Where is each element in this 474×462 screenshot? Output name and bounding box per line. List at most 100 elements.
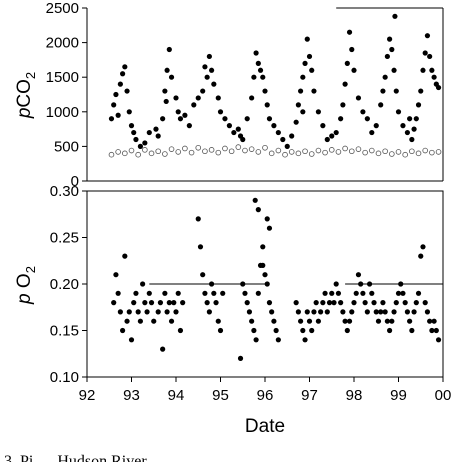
data-point xyxy=(131,300,137,306)
data-point xyxy=(211,290,217,296)
data-point xyxy=(418,88,424,94)
open-data-point xyxy=(175,149,182,155)
data-point xyxy=(298,88,304,94)
data-point xyxy=(311,88,317,94)
data-point xyxy=(404,129,410,136)
data-point xyxy=(393,300,399,306)
data-point xyxy=(360,290,366,296)
open-data-point xyxy=(168,146,175,152)
data-point xyxy=(209,281,215,287)
data-point xyxy=(380,88,386,94)
data-point xyxy=(173,95,179,101)
y-tick-label: 1500 xyxy=(46,69,79,86)
x-tick-label: 94 xyxy=(168,387,185,404)
data-point xyxy=(351,67,357,73)
data-point xyxy=(395,109,402,115)
data-point xyxy=(275,337,281,343)
open-data-point xyxy=(115,149,121,155)
data-point xyxy=(346,318,353,324)
data-point xyxy=(411,126,417,132)
open-data-point xyxy=(288,149,295,155)
data-point xyxy=(175,109,181,115)
data-point xyxy=(387,36,393,42)
data-point xyxy=(128,337,135,343)
data-point xyxy=(217,109,224,115)
open-data-point xyxy=(182,145,188,152)
data-point xyxy=(120,327,126,334)
data-point xyxy=(117,81,123,87)
data-point xyxy=(215,95,221,101)
data-point xyxy=(429,67,435,73)
data-point xyxy=(186,123,192,129)
data-point xyxy=(300,109,306,115)
data-point xyxy=(117,309,123,315)
data-point xyxy=(333,129,339,136)
po2-data-points xyxy=(111,197,442,361)
data-point xyxy=(373,309,379,315)
open-data-point xyxy=(228,148,235,155)
data-point xyxy=(418,253,424,259)
data-point xyxy=(326,300,333,306)
data-point xyxy=(320,123,326,129)
data-point xyxy=(304,36,310,42)
y-tick-label: 0.10 xyxy=(50,369,79,386)
data-point xyxy=(246,309,253,315)
data-point xyxy=(313,300,319,306)
open-data-point xyxy=(202,148,208,155)
open-data-point xyxy=(135,151,141,158)
open-data-point xyxy=(328,147,335,153)
open-data-point xyxy=(335,149,342,155)
open-data-point xyxy=(368,147,375,154)
y-tick-label: 0.30 xyxy=(50,183,79,200)
data-point xyxy=(128,123,135,129)
data-point xyxy=(433,327,439,334)
data-point xyxy=(384,318,390,324)
open-data-point xyxy=(375,150,382,157)
data-point xyxy=(422,50,428,56)
data-point xyxy=(168,318,175,324)
data-point xyxy=(335,290,342,296)
data-point xyxy=(237,133,244,139)
data-point xyxy=(280,136,286,143)
data-point xyxy=(295,309,301,315)
open-data-point xyxy=(315,147,322,154)
data-point xyxy=(213,300,219,306)
pco2-y-ticks: 0 500 1000 1500 2000 2500 xyxy=(46,0,87,190)
data-point xyxy=(387,327,393,334)
x-tick-label: 99 xyxy=(390,387,407,404)
data-point xyxy=(369,129,375,136)
data-point xyxy=(204,300,210,306)
data-point xyxy=(362,300,368,306)
open-data-point xyxy=(429,149,435,156)
data-point xyxy=(157,300,164,306)
data-point xyxy=(409,136,415,143)
data-point xyxy=(273,327,279,334)
data-point xyxy=(355,272,362,278)
data-point xyxy=(133,290,139,296)
y-tick-label: 2000 xyxy=(46,35,79,52)
data-point xyxy=(378,102,384,108)
data-point xyxy=(155,133,161,139)
open-data-point xyxy=(402,151,408,158)
po2-y-ticks: 0.10 0.15 0.20 0.25 0.30 xyxy=(50,183,87,386)
data-point xyxy=(126,309,132,315)
data-point xyxy=(142,300,148,306)
open-data-point xyxy=(142,147,148,153)
data-point xyxy=(295,102,301,108)
open-data-point xyxy=(242,147,248,154)
data-point xyxy=(160,116,166,122)
data-point xyxy=(108,116,115,122)
data-point xyxy=(306,53,313,60)
open-data-point xyxy=(215,149,222,156)
data-point xyxy=(204,74,210,80)
data-point xyxy=(115,112,121,118)
data-point xyxy=(298,318,304,324)
data-point xyxy=(318,309,324,315)
data-point xyxy=(342,318,348,324)
data-point xyxy=(222,116,228,122)
data-point xyxy=(262,272,268,278)
data-point xyxy=(122,253,128,259)
open-data-point xyxy=(195,144,202,151)
data-point xyxy=(220,290,226,296)
y-tick-label: 0.25 xyxy=(50,230,79,247)
